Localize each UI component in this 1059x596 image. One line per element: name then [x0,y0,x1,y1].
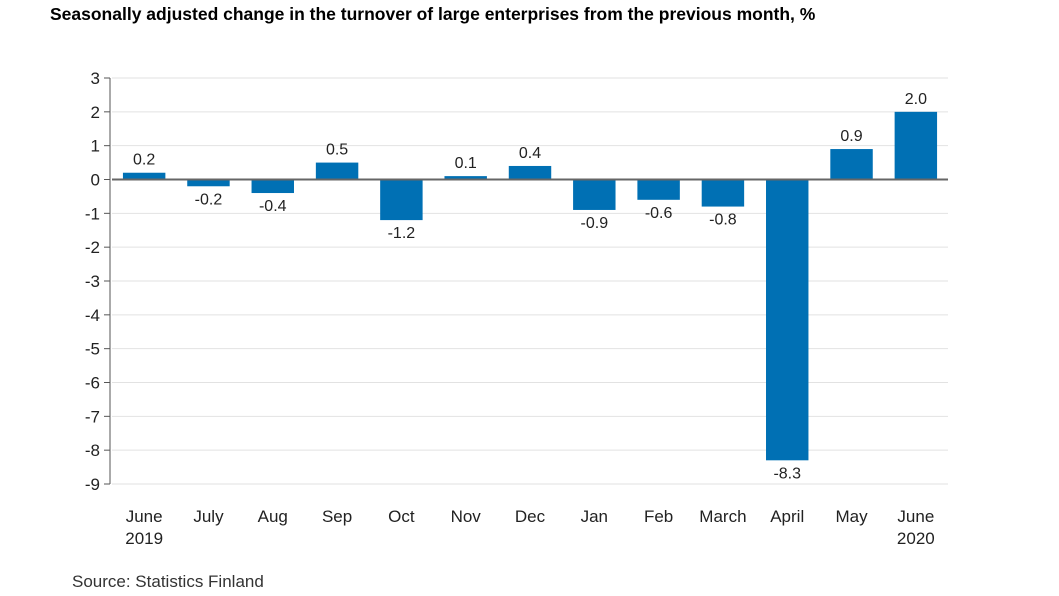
x-tick-label: June 2019 [125,507,163,548]
x-tick-label: Nov [451,507,482,526]
data-label: -0.8 [709,212,737,229]
data-label: 0.5 [326,142,348,159]
bar [251,179,294,194]
y-tick-label: -9 [85,475,100,494]
x-tick-label: April [770,507,804,526]
y-tick-label: -2 [85,238,100,257]
y-axis: 3 2 1 0 -1 -2 -3 -4 -5 -6 -7 -8 -9 [85,69,111,494]
y-tick-label: -8 [85,441,100,460]
bar [187,179,230,187]
bar [380,179,423,221]
data-label: -1.2 [388,225,416,242]
bar [701,179,745,207]
data-label: -0.9 [581,215,609,232]
chart-title: Seasonally adjusted change in the turnov… [50,4,816,24]
y-tick-label: -7 [85,407,100,426]
x-tick-label: Dec [515,507,546,526]
y-tick-label: -4 [85,306,100,325]
x-tick-label: Jan [581,507,608,526]
bar [637,179,680,200]
y-tick-label: -1 [85,204,100,223]
x-axis-labels: June 2019 July Aug Sep Oct Nov Dec Jan Feb March Ap… [125,507,935,548]
y-tick-label: 2 [91,103,100,122]
bars [112,111,948,461]
data-labels: 0.2 -0.2 -0.4 0.5 -1.2 0.1 0.4 -0.9 -0.6 -0.8 -8.3… [133,91,927,482]
y-tick-label: -6 [85,374,100,393]
bar [766,179,809,461]
x-tick-label: Oct [388,507,415,526]
y-tick-label: 1 [91,137,100,156]
bar [573,179,616,210]
y-tick-label: 0 [91,171,100,190]
x-tick-label: Feb [644,507,673,526]
data-label: 0.4 [519,145,541,162]
data-label: 0.2 [133,152,155,169]
x-tick-label: Sep [322,507,352,526]
data-label: -0.2 [195,191,223,208]
data-label: -0.4 [259,198,287,215]
y-tick-label: 3 [91,69,100,88]
data-label: -8.3 [773,465,801,482]
x-tick-label: Aug [258,507,288,526]
y-tick-label: -5 [85,340,100,359]
bar [444,176,487,180]
data-label: -0.6 [645,205,673,222]
bar [894,111,938,180]
bar [830,149,873,180]
x-tick-label: May [835,507,868,526]
gridlines [112,77,948,485]
bar [508,165,552,180]
source-note: Source: Statistics Finland [72,572,264,591]
x-tick-label: July [193,507,224,526]
y-tick-label: -3 [85,272,100,291]
data-label: 0.1 [455,155,477,172]
bar [122,172,166,180]
bar [315,162,359,180]
x-tick-label: June 2020 [897,507,935,548]
data-label: 2.0 [905,91,927,108]
data-label: 0.9 [840,128,862,145]
x-tick-label: March [699,507,746,526]
